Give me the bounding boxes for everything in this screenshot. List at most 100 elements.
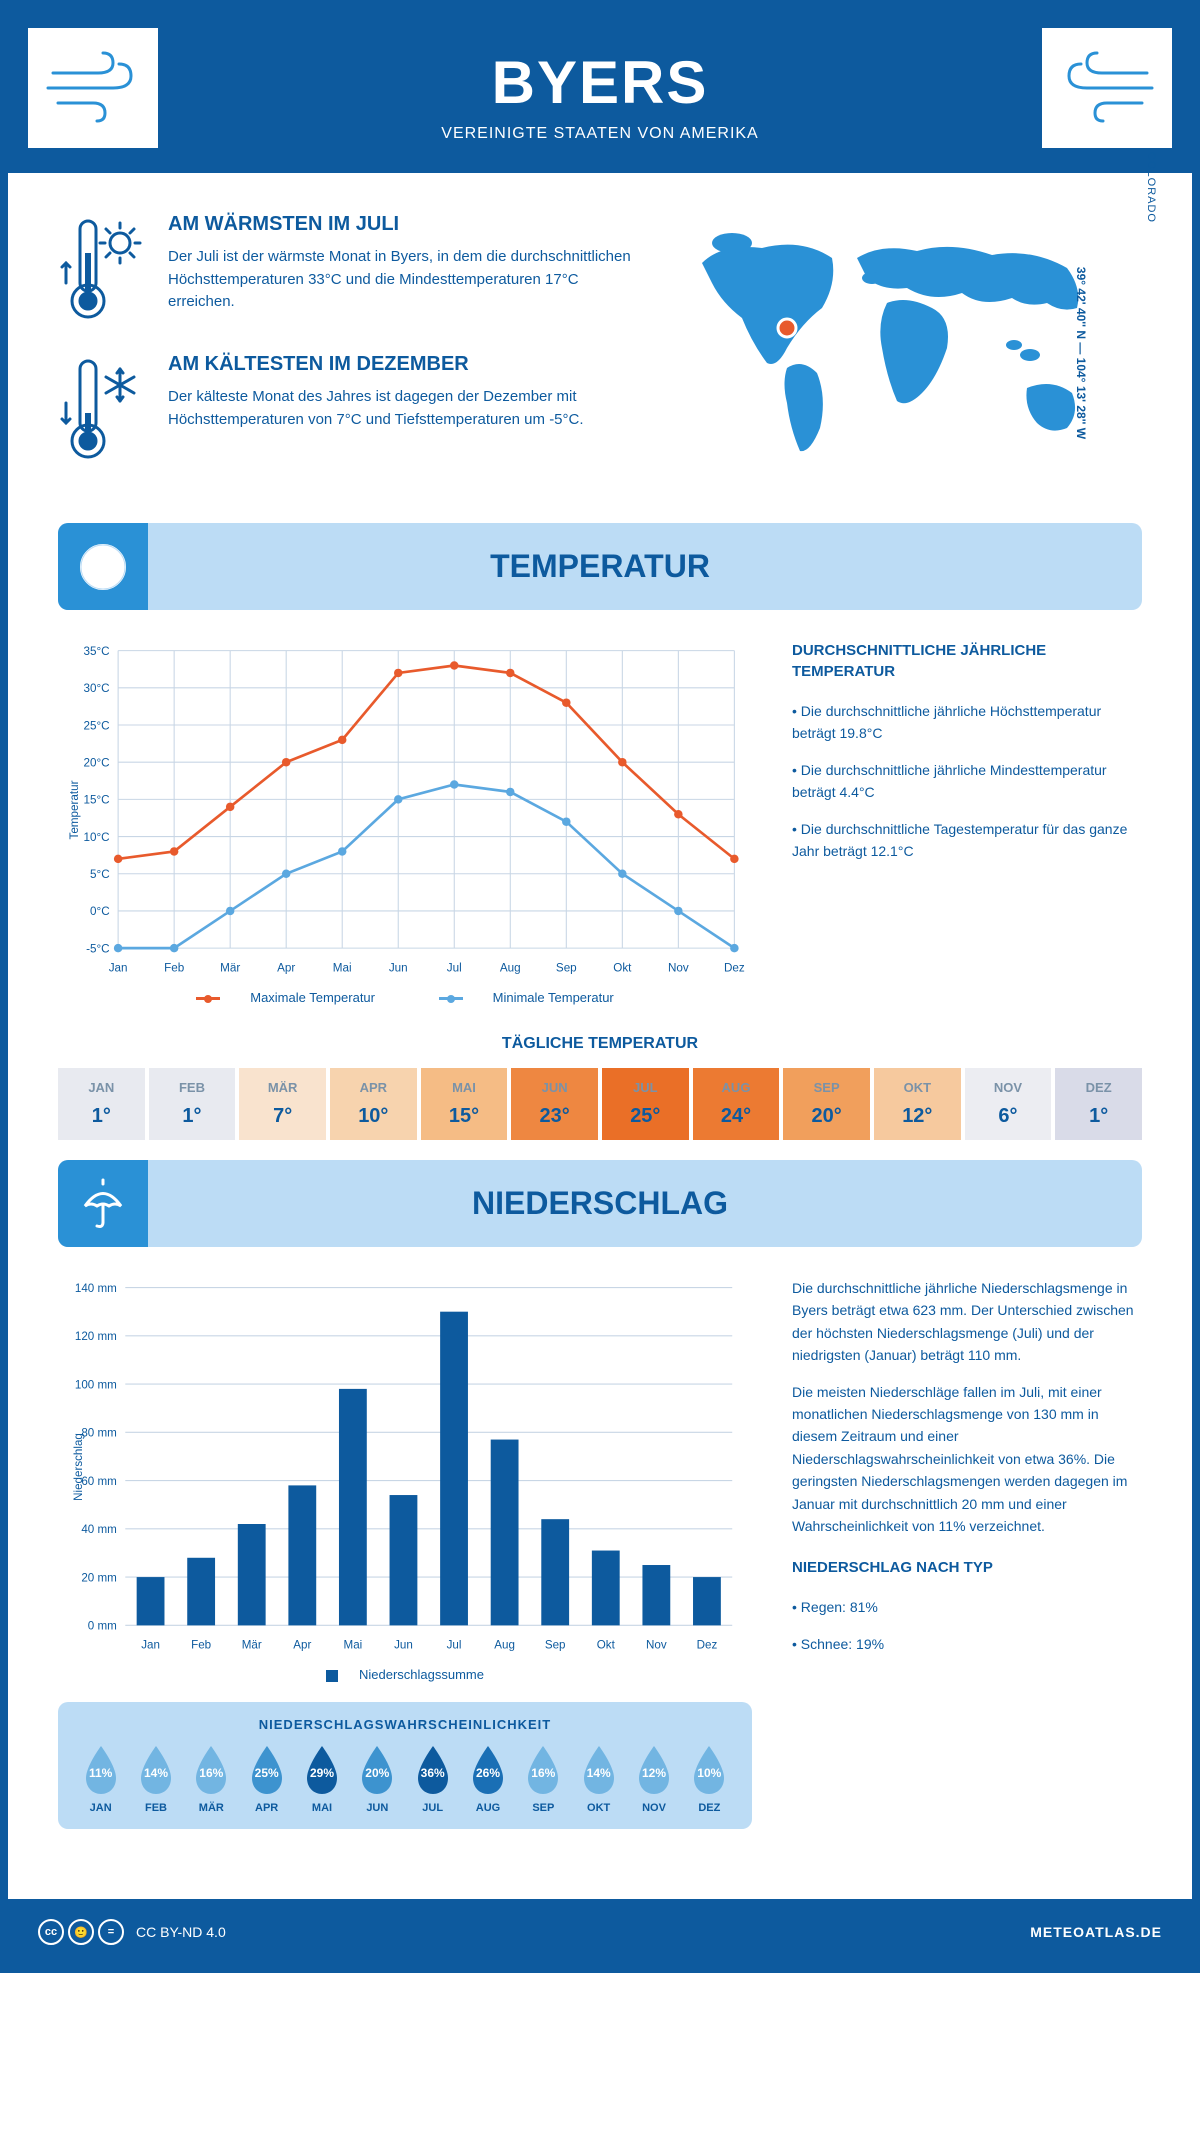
daily-temp-cell: JAN1°	[58, 1068, 145, 1140]
precip-drop: 16%SEP	[516, 1744, 571, 1814]
precip-drop: 10%DEZ	[682, 1744, 737, 1814]
warmest-text: Der Juli ist der wärmste Monat in Byers,…	[168, 246, 632, 314]
svg-text:Okt: Okt	[597, 1639, 616, 1652]
coldest-fact: AM KÄLTESTEN IM DEZEMBER Der kälteste Mo…	[58, 353, 632, 463]
svg-text:30°C: 30°C	[84, 682, 110, 695]
svg-text:Aug: Aug	[500, 962, 521, 975]
thermometer-hot-icon	[58, 213, 148, 323]
svg-text:Aug: Aug	[494, 1639, 515, 1652]
precipitation-info: Die durchschnittliche jährliche Niedersc…	[792, 1277, 1142, 1829]
prob-title: NIEDERSCHLAGSWAHRSCHEINLICHKEIT	[73, 1717, 737, 1732]
svg-text:Nov: Nov	[646, 1639, 667, 1652]
by-icon: 🙂	[68, 1919, 94, 1945]
temperature-info: DURCHSCHNITTLICHE JÄHRLICHE TEMPERATUR •…	[792, 640, 1142, 1005]
wind-icon-left	[28, 28, 158, 148]
temp-bullet: • Die durchschnittliche jährliche Mindes…	[792, 759, 1142, 804]
legend-min: Minimale Temperatur	[493, 990, 614, 1005]
daily-temp-cell: JUL25°	[602, 1068, 689, 1140]
precip-drop: 29%MAI	[294, 1744, 349, 1814]
temperature-heading: TEMPERATUR	[490, 548, 710, 584]
cc-icons: cc 🙂 =	[38, 1919, 124, 1945]
svg-text:Temperatur: Temperatur	[68, 780, 81, 839]
svg-text:Apr: Apr	[293, 1639, 311, 1652]
daily-temp-cell: OKT12°	[874, 1068, 961, 1140]
legend-max: Maximale Temperatur	[250, 990, 375, 1005]
svg-text:Jul: Jul	[447, 962, 462, 975]
svg-text:Dez: Dez	[697, 1639, 718, 1652]
svg-text:5°C: 5°C	[90, 868, 110, 881]
svg-text:Jun: Jun	[389, 962, 408, 975]
svg-text:Mai: Mai	[333, 962, 352, 975]
svg-text:35°C: 35°C	[84, 645, 110, 658]
umbrella-icon	[58, 1160, 148, 1247]
cc-icon: cc	[38, 1919, 64, 1945]
brand-text: METEOATLAS.DE	[1030, 1924, 1162, 1940]
precip-drop: 14%FEB	[128, 1744, 183, 1814]
facts: AM WÄRMSTEN IM JULI Der Juli ist der wär…	[58, 213, 632, 493]
precipitation-chart-row: 0 mm20 mm40 mm60 mm80 mm100 mm120 mm140 …	[58, 1277, 1142, 1829]
svg-text:Sep: Sep	[545, 1639, 566, 1652]
precipitation-heading: NIEDERSCHLAG	[472, 1185, 728, 1221]
precipitation-probability: NIEDERSCHLAGSWAHRSCHEINLICHKEIT 11%JAN14…	[58, 1702, 752, 1829]
temperature-chart-row: -5°C0°C5°C10°C15°C20°C25°C30°C35°CJanFeb…	[58, 640, 1142, 1005]
daily-temp-cell: DEZ1°	[1055, 1068, 1142, 1140]
daily-temp-cell: AUG24°	[693, 1068, 780, 1140]
svg-text:20°C: 20°C	[84, 756, 110, 769]
temp-bullet: • Die durchschnittliche Tagestemperatur …	[792, 818, 1142, 863]
svg-text:60 mm: 60 mm	[81, 1475, 116, 1488]
temp-bullet: • Die durchschnittliche jährliche Höchst…	[792, 700, 1142, 745]
region-label: COLORADO	[1145, 152, 1157, 223]
svg-text:140 mm: 140 mm	[75, 1282, 117, 1295]
svg-text:Nov: Nov	[668, 962, 689, 975]
daily-temp-cell: APR10°	[330, 1068, 417, 1140]
daily-temp-cell: FEB1°	[149, 1068, 236, 1140]
precip-drop: 14%OKT	[571, 1744, 626, 1814]
coldest-text: Der kälteste Monat des Jahres ist dagege…	[168, 386, 632, 431]
coldest-title: AM KÄLTESTEN IM DEZEMBER	[168, 353, 632, 376]
wind-icon-right	[1042, 28, 1172, 148]
svg-text:Feb: Feb	[164, 962, 184, 975]
location-marker	[778, 319, 796, 337]
precip-text-2: Die meisten Niederschläge fallen im Juli…	[792, 1381, 1142, 1538]
coordinates: 39° 42' 40'' N — 104° 13' 28'' W	[1074, 267, 1088, 439]
svg-text:Jan: Jan	[141, 1639, 160, 1652]
svg-text:Dez: Dez	[724, 962, 745, 975]
svg-text:20 mm: 20 mm	[81, 1571, 116, 1584]
svg-text:80 mm: 80 mm	[81, 1427, 116, 1440]
warmest-title: AM WÄRMSTEN IM JULI	[168, 213, 632, 236]
daily-temp-cell: JUN23°	[511, 1068, 598, 1140]
precip-type-bullet: • Schnee: 19%	[792, 1633, 1142, 1655]
temperature-section-header: TEMPERATUR	[58, 523, 1142, 610]
temp-info-title: DURCHSCHNITTLICHE JÄHRLICHE TEMPERATUR	[792, 640, 1142, 682]
city-title: BYERS	[28, 48, 1172, 117]
precip-drop: 11%JAN	[73, 1744, 128, 1814]
svg-text:Jan: Jan	[109, 962, 128, 975]
page: BYERS VEREINIGTE STAATEN VON AMERIKA	[0, 0, 1200, 1973]
svg-text:Mai: Mai	[344, 1639, 363, 1652]
svg-text:Sep: Sep	[556, 962, 577, 975]
top-row: AM WÄRMSTEN IM JULI Der Juli ist der wär…	[58, 213, 1142, 493]
daily-temp-title: TÄGLICHE TEMPERATUR	[58, 1035, 1142, 1053]
svg-text:15°C: 15°C	[84, 794, 110, 807]
svg-text:0 mm: 0 mm	[88, 1620, 117, 1633]
line-chart-legend: Maximale Temperatur Minimale Temperatur	[58, 990, 752, 1005]
svg-text:Niederschlag: Niederschlag	[72, 1433, 85, 1501]
bar-chart-legend: Niederschlagssumme	[58, 1667, 752, 1682]
svg-text:100 mm: 100 mm	[75, 1378, 117, 1391]
footer: cc 🙂 = CC BY-ND 4.0 METEOATLAS.DE	[8, 1899, 1192, 1965]
precip-drop: 16%MÄR	[184, 1744, 239, 1814]
precip-drop: 25%APR	[239, 1744, 294, 1814]
world-map: COLORADO 39° 42' 40'' N — 104° 13' 28'' …	[672, 213, 1142, 493]
daily-temperature: TÄGLICHE TEMPERATUR JAN1°FEB1°MÄR7°APR10…	[58, 1035, 1142, 1140]
legend-precip: Niederschlagssumme	[359, 1667, 484, 1682]
license-text: CC BY-ND 4.0	[136, 1924, 226, 1940]
daily-temp-cell: SEP20°	[783, 1068, 870, 1140]
svg-text:Feb: Feb	[191, 1639, 211, 1652]
header: BYERS VEREINIGTE STAATEN VON AMERIKA	[8, 8, 1192, 173]
svg-text:Mär: Mär	[220, 962, 240, 975]
svg-text:Apr: Apr	[277, 962, 295, 975]
precip-drop: 36%JUL	[405, 1744, 460, 1814]
temperature-line-chart: -5°C0°C5°C10°C15°C20°C25°C30°C35°CJanFeb…	[58, 640, 752, 1005]
precipitation-section-header: NIEDERSCHLAG	[58, 1160, 1142, 1247]
precip-drop: 20%JUN	[350, 1744, 405, 1814]
